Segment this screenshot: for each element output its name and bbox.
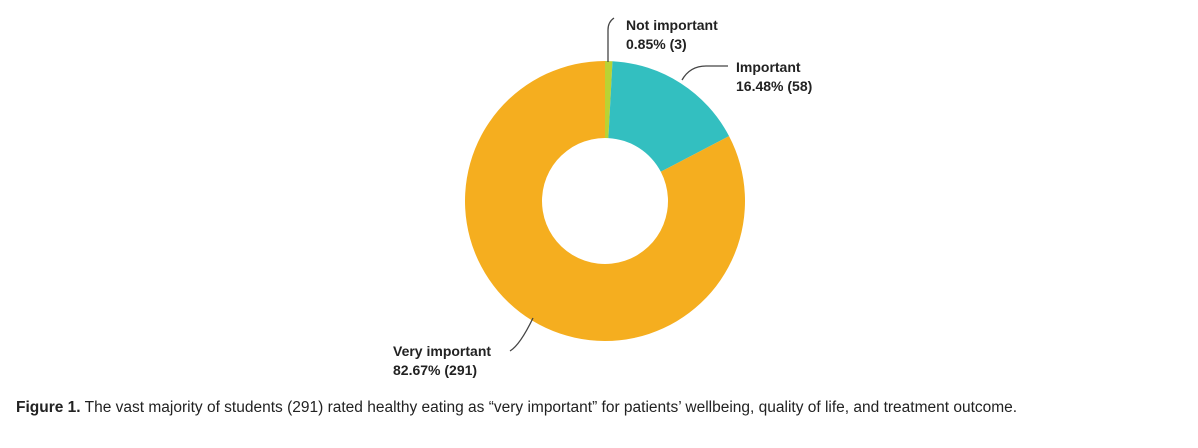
value-not-important: 0.85% (3) — [626, 36, 687, 52]
slice-not-important — [605, 61, 613, 139]
leader-line-very-important — [509, 317, 534, 352]
slice-very-important — [465, 60, 745, 341]
donut-chart: Not important 0.85% (3) Important 16.48%… — [393, 17, 812, 378]
figure-caption: Figure 1. The vast majority of students … — [16, 396, 1186, 419]
label-not-important: Not important — [626, 17, 718, 33]
leader-line-important — [681, 65, 728, 81]
caption-label: Figure 1. — [16, 399, 81, 416]
caption-text: The vast majority of students (291) rate… — [80, 399, 1018, 416]
value-important: 16.48% (58) — [736, 78, 812, 94]
slice-important — [608, 61, 730, 172]
label-important: Important — [736, 59, 801, 75]
leader-line-not-important — [607, 17, 615, 62]
label-very-important: Very important — [393, 343, 491, 359]
value-very-important: 82.67% (291) — [393, 362, 477, 378]
